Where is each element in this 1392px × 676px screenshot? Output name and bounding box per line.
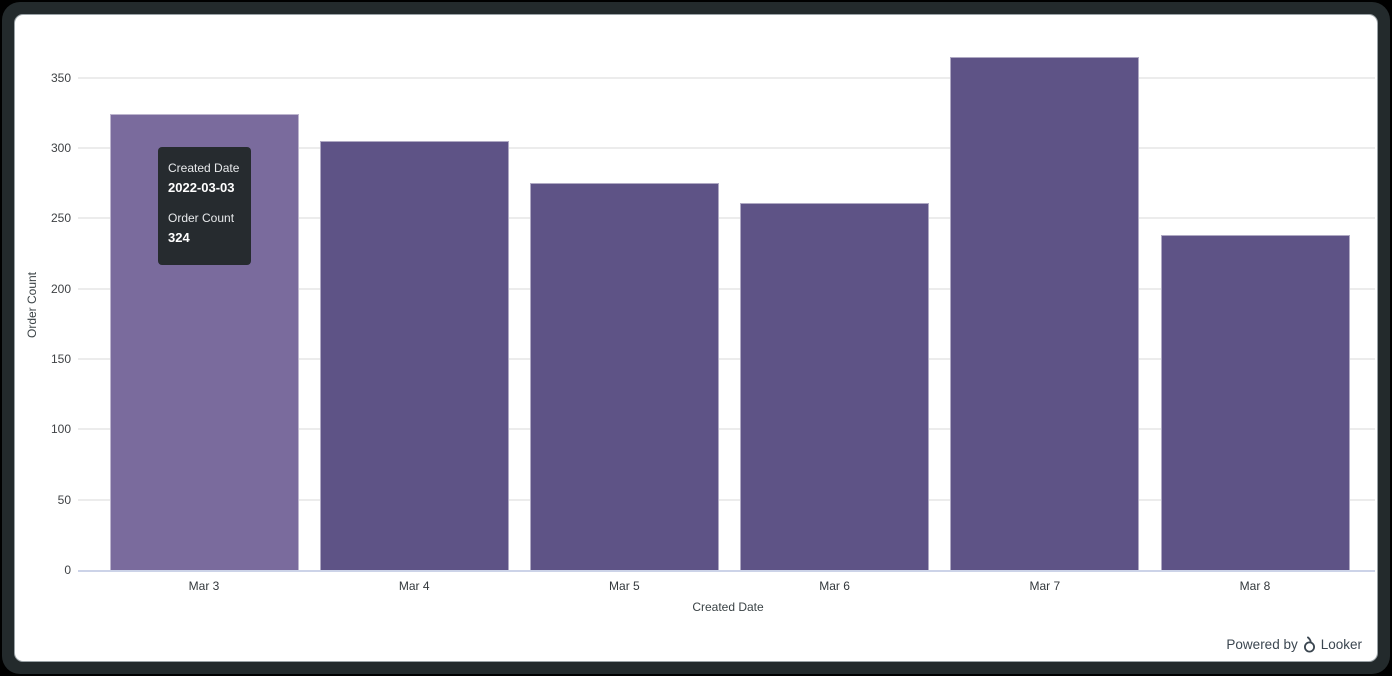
powered-by-looker-link[interactable]: Powered by Looker bbox=[1226, 636, 1362, 653]
y-gridline-100 bbox=[78, 428, 1375, 431]
bar-mar-3[interactable] bbox=[109, 114, 299, 570]
y-tick-label-250: 250 bbox=[50, 211, 71, 226]
bar-mar-5[interactable] bbox=[529, 183, 719, 570]
x-tick-label-mar-8: Mar 8 bbox=[1239, 579, 1271, 593]
y-tick-label-350: 350 bbox=[50, 70, 71, 85]
y-tick-label-300: 300 bbox=[50, 141, 71, 156]
x-tick-label-mar-3: Mar 3 bbox=[188, 579, 220, 593]
bar-mar-8[interactable] bbox=[1160, 235, 1350, 570]
y-gridline-350 bbox=[78, 76, 1375, 79]
x-axis-line bbox=[78, 570, 1375, 572]
y-gridline-250 bbox=[78, 217, 1375, 220]
y-gridline-300 bbox=[78, 147, 1375, 150]
y-axis-title: Order Count bbox=[25, 271, 39, 339]
y-tick-label-150: 150 bbox=[50, 352, 71, 366]
bar-mar-4[interactable] bbox=[319, 140, 509, 570]
y-tick-label-0: 0 bbox=[64, 563, 71, 577]
x-axis-title: Created Date bbox=[692, 600, 764, 614]
y-gridline-50 bbox=[78, 498, 1375, 501]
bar-mar-6[interactable] bbox=[740, 202, 930, 570]
y-gridline-200 bbox=[78, 287, 1375, 290]
y-tick-label-50: 50 bbox=[57, 492, 71, 507]
x-tick-label-mar-6: Mar 6 bbox=[819, 579, 850, 593]
x-tick-label-mar-7: Mar 7 bbox=[1029, 579, 1061, 593]
plot-area: 0 50 100 150 200 250 300 350 Mar 3 Mar 4 Mar 5 Mar … bbox=[15, 15, 1377, 661]
x-tick-label-mar-5: Mar 5 bbox=[609, 579, 640, 593]
chart-card: 0 50 100 150 200 250 300 350 Mar 3 Mar 4 Mar 5 Mar … bbox=[14, 14, 1378, 662]
x-tick-label-mar-4: Mar 4 bbox=[398, 579, 430, 593]
y-tick-label-100: 100 bbox=[50, 422, 71, 437]
y-gridline-150 bbox=[78, 358, 1375, 360]
powered-by-text: Powered by bbox=[1226, 637, 1298, 652]
bar-mar-7[interactable] bbox=[950, 56, 1140, 570]
y-tick-label-200: 200 bbox=[50, 281, 71, 296]
looker-logo-icon bbox=[1303, 636, 1315, 653]
looker-brand-text: Looker bbox=[1320, 637, 1362, 652]
